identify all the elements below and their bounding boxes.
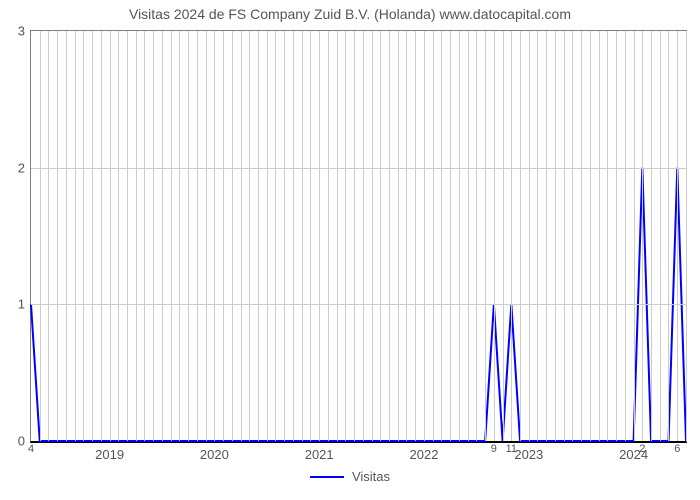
- x-tick-year: 2019: [95, 447, 124, 462]
- gridline-v: [92, 31, 93, 441]
- gridline-v: [494, 31, 495, 441]
- gridline-v: [328, 31, 329, 441]
- gridline-v: [686, 31, 687, 441]
- gridline-v: [83, 31, 84, 441]
- gridline-v: [468, 31, 469, 441]
- gridline-v: [634, 31, 635, 441]
- gridline-v: [651, 31, 652, 441]
- x-tick-year: 2021: [305, 447, 334, 462]
- y-tick-label: 2: [18, 160, 25, 175]
- gridline-v: [57, 31, 58, 441]
- gridline-v: [267, 31, 268, 441]
- legend-swatch: [310, 476, 344, 478]
- gridline-v: [48, 31, 49, 441]
- chart-container: Visitas 2024 de FS Company Zuid B.V. (Ho…: [0, 0, 700, 500]
- gridline-v: [136, 31, 137, 441]
- gridline-v: [171, 31, 172, 441]
- gridline-v: [677, 31, 678, 441]
- gridline-v: [607, 31, 608, 441]
- gridline-v: [363, 31, 364, 441]
- gridline-v: [625, 31, 626, 441]
- gridline-v: [249, 31, 250, 441]
- gridline-v: [319, 31, 320, 441]
- gridline-v: [511, 31, 512, 441]
- gridline-v: [284, 31, 285, 441]
- gridline-v: [415, 31, 416, 441]
- x-tick-month: 4: [28, 443, 34, 455]
- gridline-v: [206, 31, 207, 441]
- gridline-v: [232, 31, 233, 441]
- gridline-v: [241, 31, 242, 441]
- x-tick-month: 9: [491, 443, 497, 455]
- gridline-v: [450, 31, 451, 441]
- legend-label: Visitas: [352, 469, 390, 484]
- gridline-v: [398, 31, 399, 441]
- gridline-v: [424, 31, 425, 441]
- gridline-v: [520, 31, 521, 441]
- gridline-v: [433, 31, 434, 441]
- gridline-v: [590, 31, 591, 441]
- gridline-v: [485, 31, 486, 441]
- gridline-v: [546, 31, 547, 441]
- gridline-v: [503, 31, 504, 441]
- gridline-v: [258, 31, 259, 441]
- gridline-v: [310, 31, 311, 441]
- gridline-v: [616, 31, 617, 441]
- legend: Visitas: [0, 468, 700, 484]
- gridline-v: [572, 31, 573, 441]
- plot-area: 0123201920202021202220232024491126: [30, 30, 687, 443]
- gridline-v: [153, 31, 154, 441]
- gridline-v: [354, 31, 355, 441]
- gridline-v: [223, 31, 224, 441]
- gridline-v: [668, 31, 669, 441]
- gridline-v: [345, 31, 346, 441]
- gridline-v: [302, 31, 303, 441]
- gridline-v: [144, 31, 145, 441]
- y-tick-label: 3: [18, 24, 25, 39]
- y-tick-label: 1: [18, 297, 25, 312]
- gridline-v: [66, 31, 67, 441]
- gridline-v: [564, 31, 565, 441]
- gridline-v: [459, 31, 460, 441]
- gridline-v: [537, 31, 538, 441]
- chart-title: Visitas 2024 de FS Company Zuid B.V. (Ho…: [0, 6, 700, 22]
- gridline-v: [188, 31, 189, 441]
- gridline-v: [555, 31, 556, 441]
- gridline-v: [581, 31, 582, 441]
- gridline-v: [660, 31, 661, 441]
- gridline-v: [110, 31, 111, 441]
- x-tick-year: 2020: [200, 447, 229, 462]
- gridline-v: [293, 31, 294, 441]
- gridline-h: [31, 304, 686, 305]
- gridline-v: [118, 31, 119, 441]
- gridline-v: [529, 31, 530, 441]
- gridline-v: [197, 31, 198, 441]
- gridline-v: [275, 31, 276, 441]
- gridline-h: [31, 168, 686, 169]
- gridline-v: [441, 31, 442, 441]
- x-tick-month: 2: [639, 443, 645, 455]
- gridline-v: [40, 31, 41, 441]
- gridline-v: [127, 31, 128, 441]
- gridline-v: [642, 31, 643, 441]
- line-series: [31, 31, 686, 441]
- gridline-v: [406, 31, 407, 441]
- gridline-v: [75, 31, 76, 441]
- gridline-v: [101, 31, 102, 441]
- gridline-v: [337, 31, 338, 441]
- gridline-v: [476, 31, 477, 441]
- y-tick-label: 0: [18, 434, 25, 449]
- gridline-v: [162, 31, 163, 441]
- x-tick-year: 2022: [410, 447, 439, 462]
- gridline-v: [372, 31, 373, 441]
- gridline-v: [389, 31, 390, 441]
- x-tick-year: 2023: [514, 447, 543, 462]
- gridline-v: [380, 31, 381, 441]
- gridline-v: [179, 31, 180, 441]
- gridline-v: [214, 31, 215, 441]
- gridline-v: [599, 31, 600, 441]
- x-tick-month: 6: [674, 443, 680, 455]
- x-tick-month: 11: [506, 443, 517, 455]
